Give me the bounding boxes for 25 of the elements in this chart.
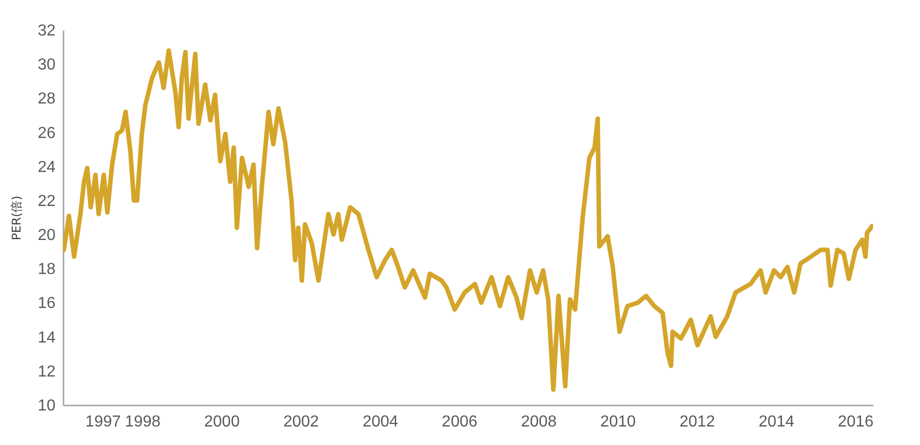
y-tick-label: 32 bbox=[38, 22, 56, 40]
x-tick-label: 2008 bbox=[521, 414, 557, 430]
x-tick-label: 2002 bbox=[283, 414, 320, 430]
x-tick-label: 2012 bbox=[679, 414, 716, 430]
y-tick-label: 14 bbox=[38, 329, 56, 346]
y-tick-label: 16 bbox=[38, 295, 56, 312]
x-tick-label: 1998 bbox=[124, 414, 161, 430]
x-tick-label: 2016 bbox=[838, 414, 874, 430]
line-series bbox=[63, 48, 873, 392]
y-tick-label: 20 bbox=[38, 227, 56, 244]
y-tick-label: 26 bbox=[38, 124, 56, 142]
y-tick-label: 24 bbox=[38, 158, 56, 176]
y-tick-label: 28 bbox=[38, 90, 56, 108]
y-tick-label: 12 bbox=[38, 363, 56, 380]
y-tick-label: 18 bbox=[38, 261, 56, 278]
y-tick-label: 10 bbox=[38, 398, 56, 414]
y-tick-label: 30 bbox=[38, 56, 56, 74]
x-tick-label: 2006 bbox=[442, 414, 478, 430]
x-tick-label: 2014 bbox=[758, 414, 794, 430]
y-axis-title: PER(倍) bbox=[10, 196, 24, 240]
x-tick-label: 1997 bbox=[85, 414, 122, 430]
y-tick-label: 22 bbox=[38, 192, 56, 210]
x-tick-label: 2010 bbox=[600, 414, 636, 430]
x-tick-label: 2004 bbox=[362, 414, 398, 430]
x-tick-label: 2000 bbox=[204, 414, 240, 430]
